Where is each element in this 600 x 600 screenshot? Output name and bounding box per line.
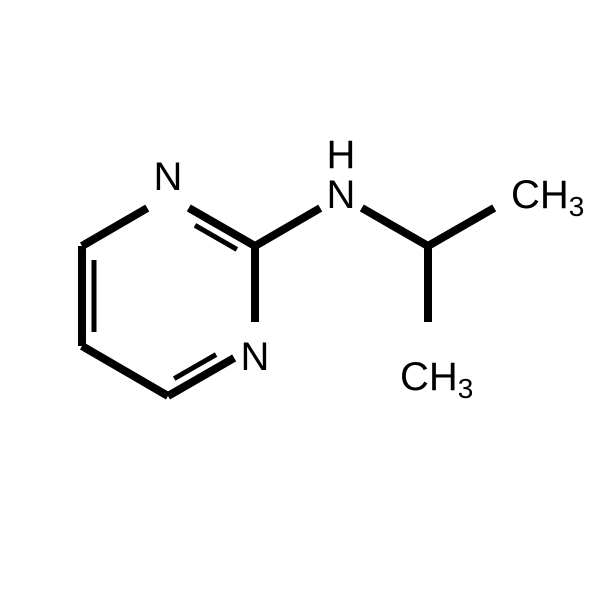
atom-label-N7: N: [327, 173, 356, 217]
atom-label-N1: N: [241, 335, 270, 379]
chemical-structure-diagram: NNNHCH3CH3: [0, 0, 600, 600]
atom-label-C9b: CH3: [400, 355, 473, 404]
bond-C2-N7: [255, 208, 320, 246]
bond-N3-C4: [82, 208, 147, 246]
bond-N7-C8: [362, 208, 428, 246]
bond-C8-C9a: [428, 208, 494, 246]
atom-label-C9a: CH3: [511, 173, 584, 222]
bond-C5-C6: [82, 346, 168, 396]
atom-label-N7-H: H: [327, 133, 356, 177]
atom-label-N3: N: [154, 155, 183, 199]
